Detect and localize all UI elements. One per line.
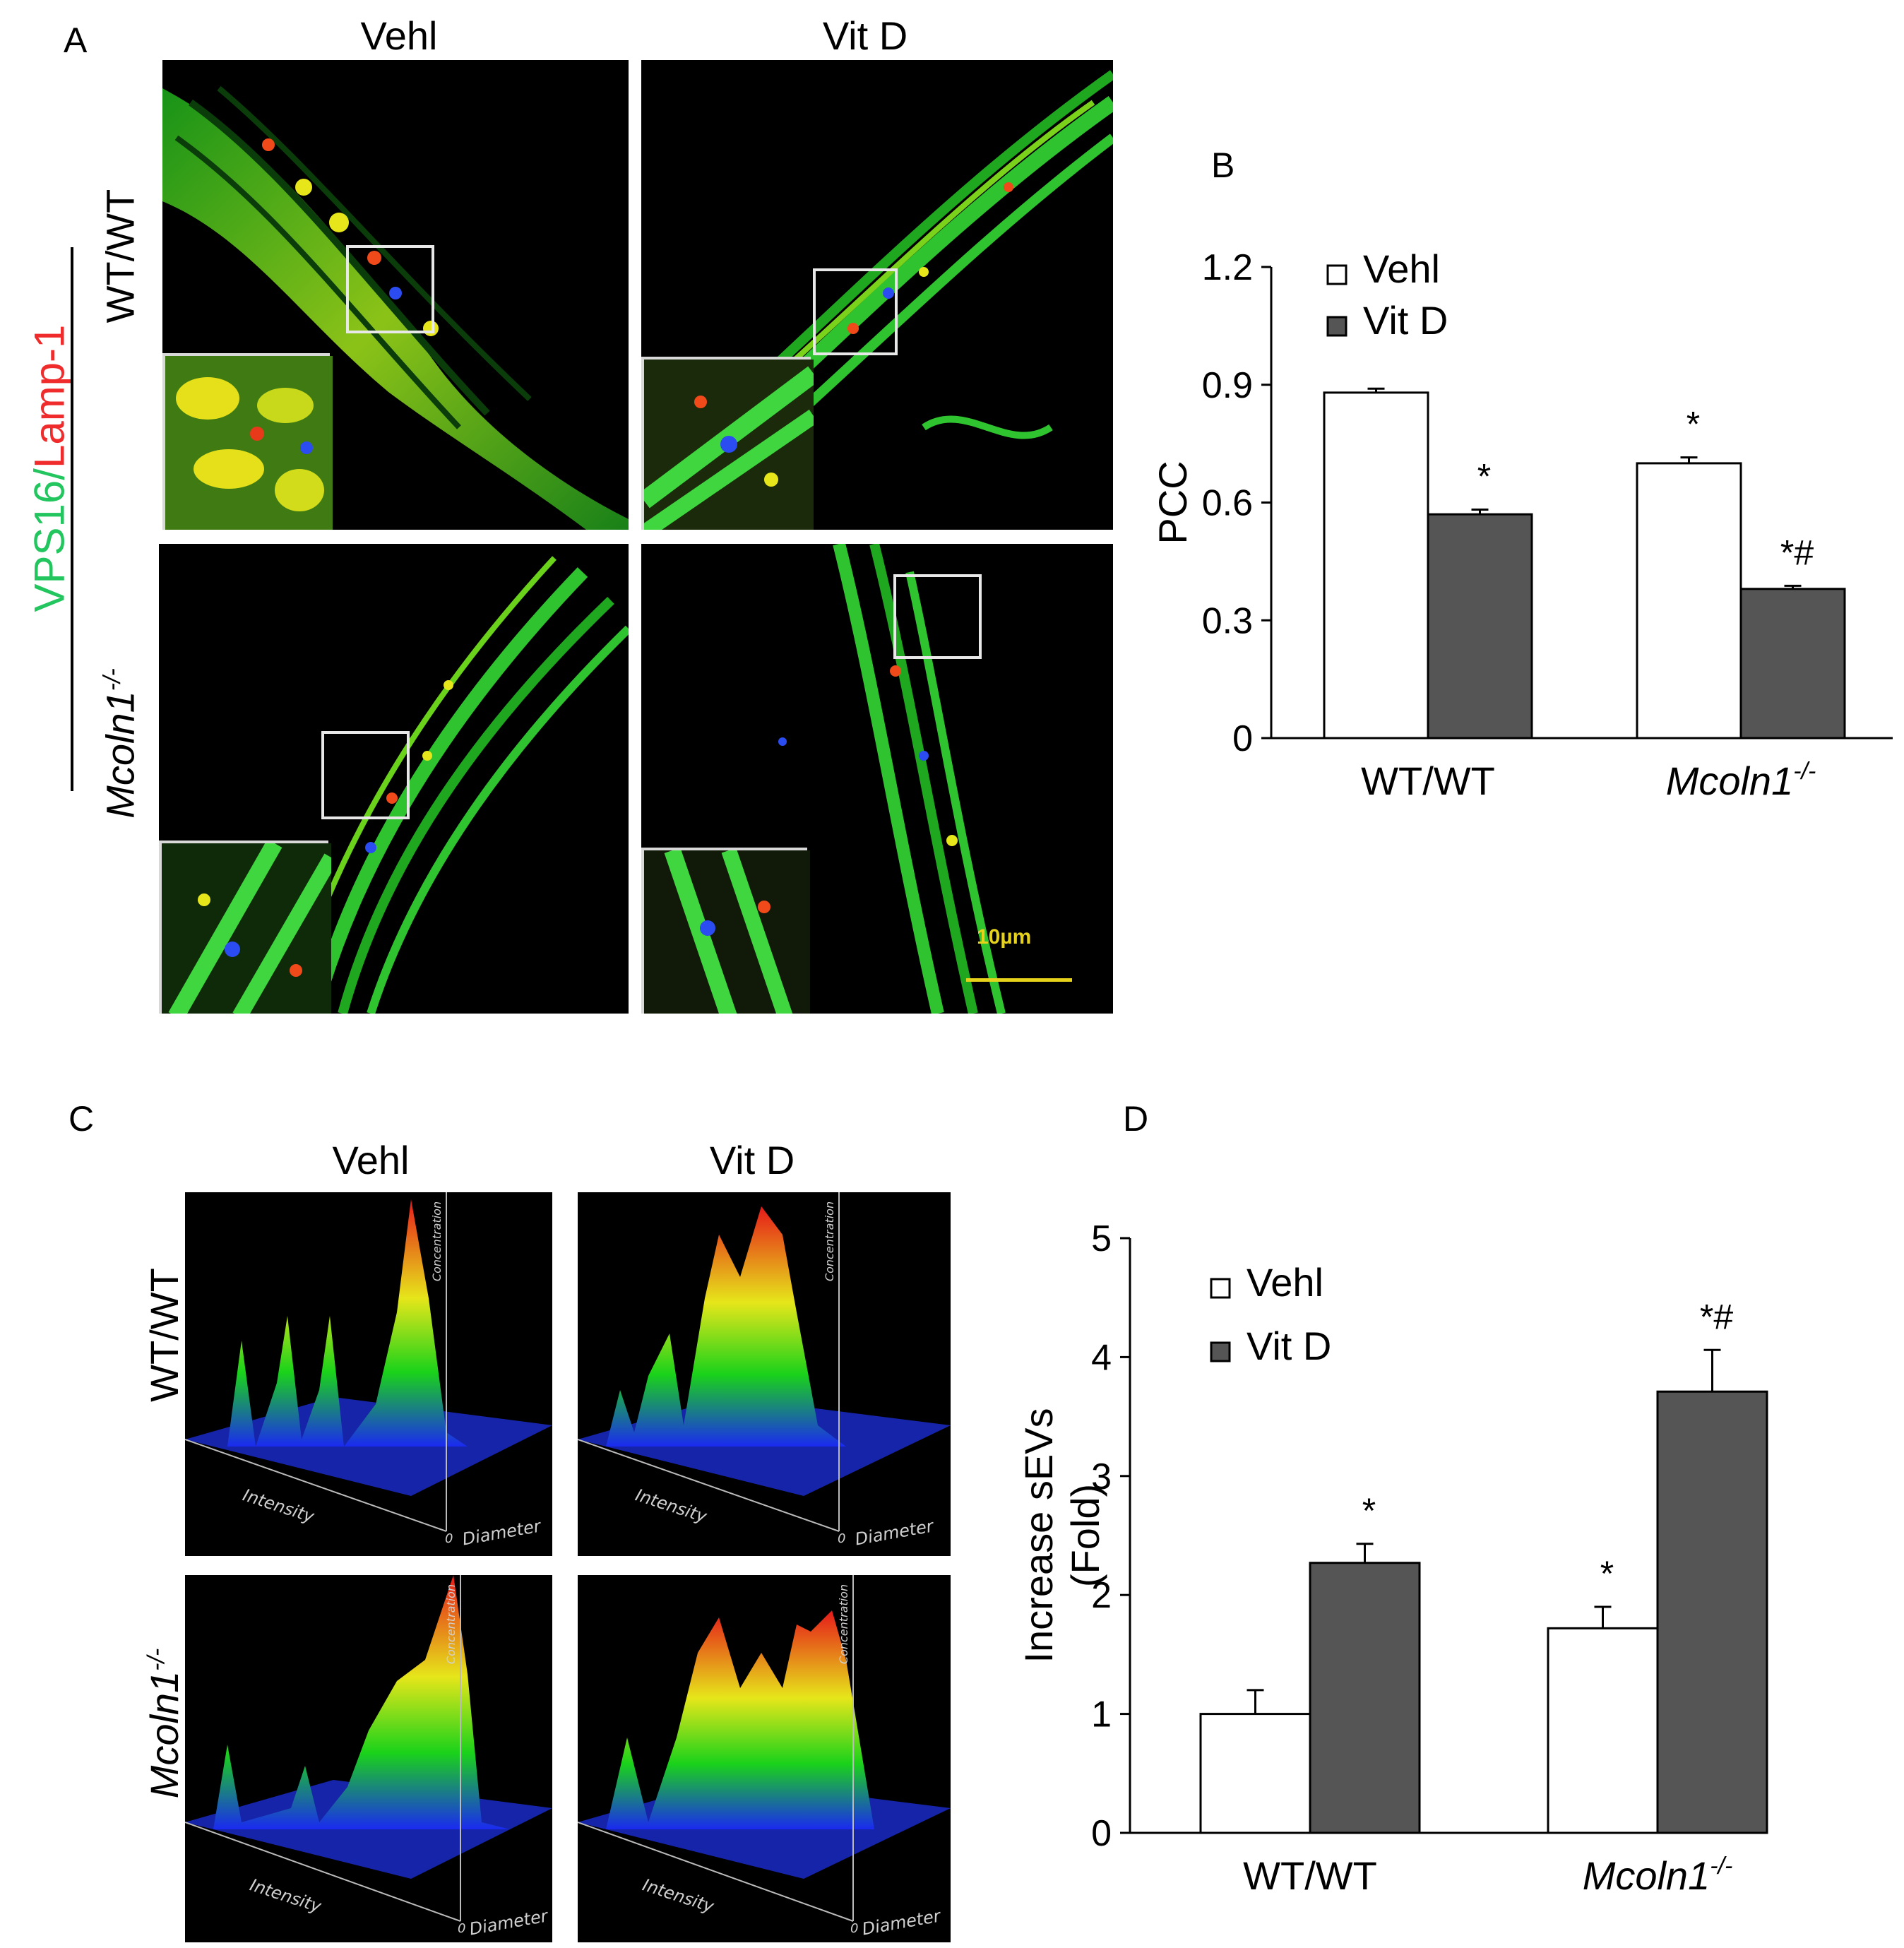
y-tick-label: 3	[1091, 1456, 1112, 1497]
y-tick-label: 0	[1091, 1813, 1112, 1854]
axis-concentration-label: Concentration	[837, 1584, 851, 1665]
x-category-text: Mcoln1	[1583, 1853, 1710, 1898]
significance-mark: *	[1362, 1491, 1376, 1531]
panel-a-row-label-wt: WT/WT	[97, 189, 143, 323]
axis-concentration-label: Concentration	[823, 1201, 837, 1282]
panel-a-row-label-mcoln1-sup: -/-	[98, 668, 126, 691]
inset-wt-vehl	[162, 353, 333, 530]
bar	[1199, 1713, 1311, 1834]
y-tick-label: 5	[1091, 1218, 1112, 1259]
micrograph-mcoln1-vitd: 10µm	[641, 544, 1113, 1014]
inset-mcoln1-vitd	[641, 848, 810, 1014]
roi-box-mcoln1-vitd	[893, 574, 982, 659]
chart-d: 0 1 2 3 4 5 Increase sEVs (Fold) * WT/WT * *# Mcoln1…	[1016, 1218, 1768, 1898]
y-axis-label-line: Increase sEVs	[1016, 1408, 1061, 1663]
y-tick-label: 4	[1091, 1337, 1112, 1378]
x-category-text: Mcoln1	[1666, 759, 1794, 803]
panel-c-letter: C	[69, 1099, 95, 1139]
x-category-sup: -/-	[1793, 758, 1816, 785]
row-divider-line	[71, 247, 73, 791]
stain-label: VPS16/Lamp-1	[25, 325, 74, 612]
x-category-sup: -/-	[1710, 1853, 1732, 1879]
micrograph-mcoln1-vehl	[159, 544, 629, 1014]
surface-plot-wt-vehl: Intensity Diameter 0 Concentration	[185, 1192, 552, 1556]
stain-separator: /	[25, 468, 73, 480]
micrograph-wt-vitd	[641, 60, 1113, 530]
legend-label: Vehl	[1246, 1260, 1323, 1305]
significance-mark: *	[1600, 1554, 1614, 1593]
x-category-text: WT/WT	[1243, 1853, 1377, 1898]
axis-origin-label: 0	[445, 1531, 453, 1546]
axis-origin-label: 0	[458, 1921, 466, 1936]
y-axis-label: PCC	[1150, 461, 1195, 544]
bar	[1547, 1627, 1659, 1834]
inset-wt-vitd	[641, 357, 814, 530]
panel-a-letter: A	[64, 20, 88, 60]
bar	[1323, 391, 1429, 740]
surface-plot-mcoln1-vitd: Intensity Diameter 0 Concentration	[578, 1575, 951, 1942]
bar	[1427, 513, 1533, 740]
roi-box-wt-vehl	[346, 245, 434, 333]
bar	[1656, 1390, 1768, 1834]
roi-box-wt-vitd	[813, 268, 898, 355]
micrograph-wt-vehl	[162, 60, 629, 530]
surface-plot-wt-vitd: Intensity Diameter 0 Concentration	[578, 1192, 951, 1556]
panel-c-row-label-mcoln1-text: Mcoln1	[142, 1670, 186, 1799]
significance-mark: *	[1477, 457, 1491, 497]
axis-concentration-label: Concentration	[430, 1201, 444, 1282]
roi-box-mcoln1-vehl	[321, 731, 410, 819]
y-tick-label: 2	[1091, 1575, 1112, 1616]
scale-bar	[966, 978, 1072, 982]
x-category-text: WT/WT	[1361, 759, 1495, 803]
bar	[1309, 1562, 1421, 1834]
panel-a-col-title-vehl: Vehl	[360, 13, 438, 58]
panel-c-row-label-mcoln1-sup: -/-	[143, 1648, 170, 1671]
legend-label: Vehl	[1363, 247, 1440, 291]
legend-label: Vit D	[1363, 298, 1448, 343]
panel-d-letter: D	[1123, 1099, 1149, 1139]
legend-swatch	[1210, 1278, 1231, 1299]
x-category-label: WT/WT	[1361, 759, 1495, 803]
panel-a-col-title-vitd: Vit D	[822, 13, 908, 58]
y-tick-label: 1.2	[1202, 247, 1253, 288]
significance-mark: *#	[1780, 533, 1814, 572]
y-axis-label-line: (Fold)	[1063, 1484, 1107, 1587]
bar	[1636, 462, 1742, 740]
stain-green-label: VPS16	[25, 480, 73, 612]
axis-origin-label: 0	[838, 1531, 846, 1546]
panel-b-letter: B	[1211, 145, 1235, 185]
legend-label: Vit D	[1246, 1324, 1331, 1368]
y-tick-label: 0.3	[1202, 600, 1253, 641]
legend-swatch	[1210, 1341, 1231, 1362]
x-category-label: Mcoln1-/-	[1583, 1853, 1733, 1898]
stain-red-label: Lamp-1	[25, 324, 73, 469]
y-tick-label: 1	[1091, 1694, 1112, 1735]
x-category-label: WT/WT	[1243, 1853, 1377, 1898]
panel-a-row-label-mcoln1-text: Mcoln1	[97, 691, 143, 819]
bar	[1739, 588, 1846, 740]
panel-c-col-title-vitd: Vit D	[709, 1138, 795, 1182]
axis-concentration-label: Concentration	[444, 1584, 458, 1665]
y-tick-label: 0.6	[1202, 483, 1253, 524]
x-category-label: Mcoln1-/-	[1666, 758, 1816, 803]
inset-mcoln1-vehl	[159, 841, 331, 1014]
panel-c-row-label-mcoln1: Mcoln1-/-	[141, 1617, 187, 1829]
significance-mark: *	[1686, 405, 1700, 444]
y-tick-label: 0.9	[1202, 365, 1253, 406]
legend-swatch	[1326, 264, 1347, 285]
legend-swatch	[1326, 316, 1347, 337]
panel-c-row-label-wt: WT/WT	[142, 1268, 186, 1402]
significance-mark: *#	[1700, 1297, 1733, 1336]
panel-a-row-label-mcoln1: Mcoln1-/-	[97, 638, 143, 850]
axis-origin-label: 0	[850, 1921, 859, 1936]
scale-bar-label: 10µm	[977, 925, 1032, 949]
panel-c-col-title-vehl: Vehl	[332, 1138, 410, 1182]
chart-b: 0 0.3 0.6 0.9 1.2 PCC * WT/WT * *# Mcoln1-/- Vehl Vi…	[1150, 247, 1893, 803]
y-tick-label: 0	[1232, 718, 1253, 759]
surface-plot-mcoln1-vehl: Intensity Diameter 0 Concentration	[185, 1575, 552, 1942]
